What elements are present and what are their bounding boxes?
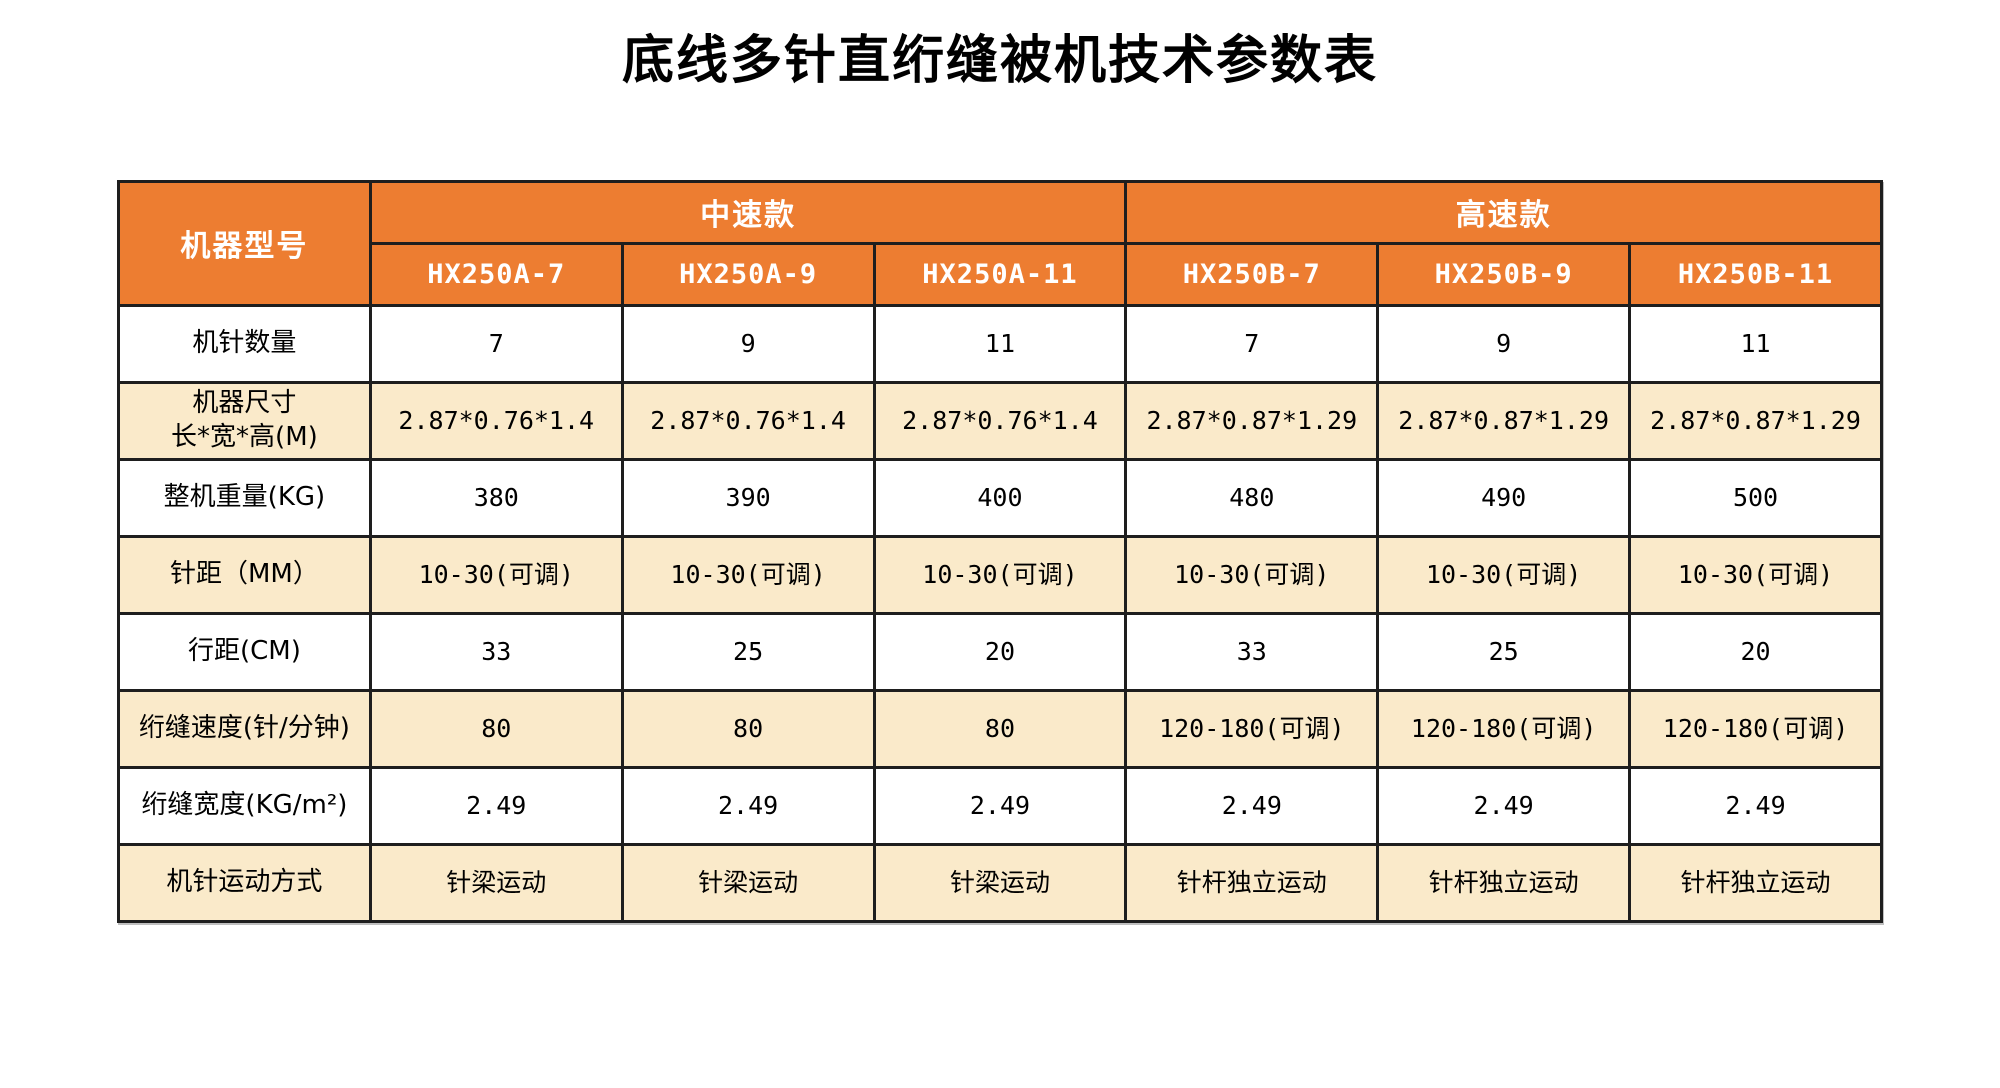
value-cell: 380 xyxy=(368,457,624,538)
value-cell: 10-30(可调) xyxy=(1628,534,1883,615)
model-header-cell: HX250B-11 xyxy=(1628,241,1883,307)
value-cell: 2.87*0.76*1.4 xyxy=(620,380,876,461)
row-label-cell: 整机重量(KG) xyxy=(117,457,372,538)
table-row-needle-motion: 机针运动方式 针梁运动 针梁运动 针梁运动 针杆独立运动 针杆独立运动 针杆独立… xyxy=(117,842,1883,923)
value-cell: 2.49 xyxy=(1124,765,1380,846)
value-cell: 120-180(可调) xyxy=(1628,688,1883,769)
row-label-cell: 绗缝宽度(KG/m²) xyxy=(117,765,372,846)
corner-header-cell: 机器型号 xyxy=(117,179,372,307)
value-cell: 20 xyxy=(1628,611,1883,692)
row-label-cell: 机针数量 xyxy=(117,303,372,384)
value-cell: 针梁运动 xyxy=(368,842,624,923)
model-header-cell: HX250B-7 xyxy=(1124,241,1380,307)
group-header-medium-speed: 中速款 xyxy=(368,179,1128,245)
value-cell: 9 xyxy=(620,303,876,384)
value-cell: 390 xyxy=(620,457,876,538)
model-header-cell: HX250A-9 xyxy=(620,241,876,307)
value-cell: 10-30(可调) xyxy=(872,534,1128,615)
value-cell: 9 xyxy=(1376,303,1632,384)
row-label-cell: 针距（MM） xyxy=(117,534,372,615)
spec-table: 机器型号 中速款 高速款 HX250A-7 HX250A-9 HX250A-11… xyxy=(117,179,1883,923)
value-cell: 80 xyxy=(872,688,1128,769)
value-cell: 33 xyxy=(1124,611,1380,692)
value-cell: 10-30(可调) xyxy=(1124,534,1380,615)
value-cell: 2.49 xyxy=(620,765,876,846)
value-cell: 11 xyxy=(872,303,1128,384)
value-cell: 500 xyxy=(1628,457,1883,538)
value-cell: 针杆独立运动 xyxy=(1376,842,1632,923)
spec-table-header: 机器型号 中速款 高速款 HX250A-7 HX250A-9 HX250A-11… xyxy=(117,179,1883,307)
value-cell: 400 xyxy=(872,457,1128,538)
value-cell: 7 xyxy=(1124,303,1380,384)
spec-table-body: 机针数量 7 9 11 7 9 11 机器尺寸 长*宽*高(M) 2.87*0.… xyxy=(117,303,1883,923)
value-cell: 2.49 xyxy=(1376,765,1632,846)
value-cell: 120-180(可调) xyxy=(1376,688,1632,769)
value-cell: 针杆独立运动 xyxy=(1628,842,1883,923)
row-label-cell: 行距(CM) xyxy=(117,611,372,692)
table-row-machine-size: 机器尺寸 长*宽*高(M) 2.87*0.76*1.4 2.87*0.76*1.… xyxy=(117,380,1883,461)
model-header-cell: HX250A-11 xyxy=(872,241,1128,307)
row-label-cell: 机器尺寸 长*宽*高(M) xyxy=(117,380,372,461)
value-cell: 2.87*0.76*1.4 xyxy=(368,380,624,461)
value-cell: 10-30(可调) xyxy=(620,534,876,615)
value-cell: 10-30(可调) xyxy=(1376,534,1632,615)
value-cell: 2.49 xyxy=(368,765,624,846)
model-header-cell: HX250A-7 xyxy=(368,241,624,307)
value-cell: 10-30(可调) xyxy=(368,534,624,615)
table-row-quilting-speed: 绗缝速度(针/分钟) 80 80 80 120-180(可调) 120-180(… xyxy=(117,688,1883,769)
value-cell: 11 xyxy=(1628,303,1883,384)
group-header-row: 机器型号 中速款 高速款 xyxy=(117,179,1883,307)
value-cell: 33 xyxy=(368,611,624,692)
value-cell: 2.87*0.87*1.29 xyxy=(1376,380,1632,461)
group-header-high-speed: 高速款 xyxy=(1124,179,1883,245)
value-cell: 25 xyxy=(620,611,876,692)
value-cell: 针杆独立运动 xyxy=(1124,842,1380,923)
spec-table-container: 机器型号 中速款 高速款 HX250A-7 HX250A-9 HX250A-11… xyxy=(117,179,1883,923)
table-row-machine-weight: 整机重量(KG) 380 390 400 480 490 500 xyxy=(117,457,1883,538)
row-label-cell: 机针运动方式 xyxy=(117,842,372,923)
value-cell: 120-180(可调) xyxy=(1124,688,1380,769)
value-cell: 2.87*0.87*1.29 xyxy=(1628,380,1883,461)
value-cell: 2.49 xyxy=(872,765,1128,846)
value-cell: 2.87*0.76*1.4 xyxy=(872,380,1128,461)
table-row-needle-pitch: 针距（MM） 10-30(可调) 10-30(可调) 10-30(可调) 10-… xyxy=(117,534,1883,615)
value-cell: 针梁运动 xyxy=(620,842,876,923)
value-cell: 480 xyxy=(1124,457,1380,538)
row-label-cell: 绗缝速度(针/分钟) xyxy=(117,688,372,769)
table-row-needle-count: 机针数量 7 9 11 7 9 11 xyxy=(117,303,1883,384)
value-cell: 25 xyxy=(1376,611,1632,692)
table-row-row-spacing: 行距(CM) 33 25 20 33 25 20 xyxy=(117,611,1883,692)
value-cell: 80 xyxy=(368,688,624,769)
page-title: 底线多针直绗缝被机技术参数表 xyxy=(621,31,1378,91)
value-cell: 490 xyxy=(1376,457,1632,538)
value-cell: 2.87*0.87*1.29 xyxy=(1124,380,1380,461)
value-cell: 20 xyxy=(872,611,1128,692)
model-header-cell: HX250B-9 xyxy=(1376,241,1632,307)
table-row-quilting-width: 绗缝宽度(KG/m²) 2.49 2.49 2.49 2.49 2.49 2.4… xyxy=(117,765,1883,846)
value-cell: 2.49 xyxy=(1628,765,1883,846)
model-header-row: HX250A-7 HX250A-9 HX250A-11 HX250B-7 HX2… xyxy=(119,241,1883,307)
value-cell: 80 xyxy=(620,688,876,769)
value-cell: 7 xyxy=(368,303,624,384)
value-cell: 针梁运动 xyxy=(872,842,1128,923)
